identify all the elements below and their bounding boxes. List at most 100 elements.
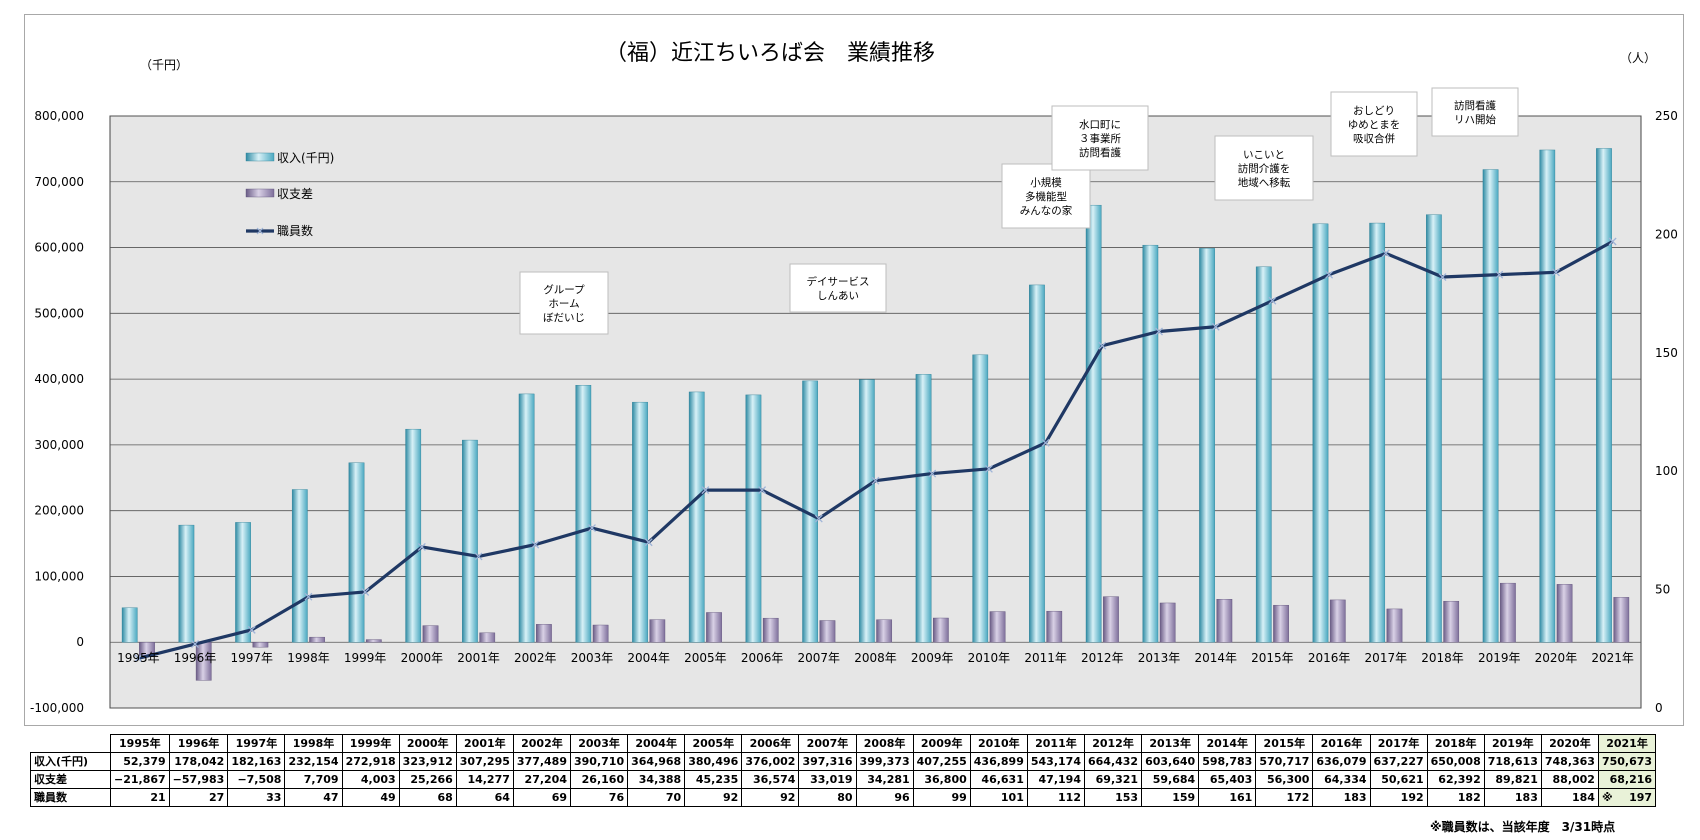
legend-item: 収支差 (245, 187, 313, 201)
chart-title: （福）近江ちいろば会 業績推移 (605, 41, 935, 66)
table-cell: 68,216 (1597, 770, 1657, 789)
table-cell: 307,295 (455, 752, 514, 771)
annotation-text: 吸収合併 (1353, 132, 1395, 145)
table-cell: 92 (684, 788, 743, 807)
table-cell: 183 (1312, 788, 1371, 807)
difference-bar (1386, 608, 1403, 643)
annotation-text: 訪問介護を (1238, 162, 1291, 175)
table-header-cell: 2006年 (741, 734, 800, 753)
staff-point (644, 538, 653, 547)
table-cell: 161 (1198, 788, 1257, 807)
difference-bar (1159, 602, 1176, 643)
table-cell: 65,403 (1198, 770, 1257, 789)
table-cell: 27 (168, 788, 229, 807)
x-tick-label: 2011年 (1024, 651, 1067, 665)
left-tick-label: 200,000 (34, 504, 84, 518)
table-cell: 232,154 (284, 752, 343, 771)
difference-bar (479, 632, 496, 643)
staff-point (1325, 270, 1334, 279)
table-cell: 56,300 (1255, 770, 1314, 789)
table-header-cell: 2013年 (1141, 734, 1200, 753)
annotation-text: ホーム (548, 298, 579, 310)
staff-point (247, 625, 256, 634)
difference-bar (819, 620, 836, 643)
table-cell: 112 (1026, 788, 1085, 807)
right-tick-label: 50 (1655, 583, 1670, 597)
table-header-cell: 1995年 (110, 734, 170, 753)
difference-bar (876, 619, 893, 643)
table-cell: 68 (398, 788, 457, 807)
table-cell: 543,174 (1026, 752, 1085, 771)
annotation-text: グループ (543, 283, 585, 296)
table-cell: 88,002 (1540, 770, 1599, 789)
x-tick-label: 2003年 (571, 651, 614, 665)
table-cell: 159 (1141, 788, 1200, 807)
x-tick-label: 2001年 (457, 651, 500, 665)
table-cell: 570,717 (1255, 752, 1314, 771)
table-row-label: 収入(千円) (30, 752, 111, 771)
right-tick-label: 0 (1655, 701, 1663, 715)
x-tick-label: 2005年 (684, 651, 727, 665)
x-tick-label: 2015年 (1251, 651, 1294, 665)
income-bar (1426, 214, 1442, 643)
right-tick-label: 200 (1655, 227, 1678, 241)
x-tick-label: 2020年 (1535, 651, 1578, 665)
x-tick-label: 2018年 (1421, 651, 1464, 665)
table-cell: 172 (1255, 788, 1314, 807)
table-header-row: 1995年 1996年 1997年 1998年 1999年 2000年 2001年 2002年… (30, 734, 1657, 753)
difference-bar (1500, 582, 1516, 643)
left-tick-label: 800,000 (34, 109, 84, 123)
left-tick-label: -100,000 (30, 701, 84, 715)
income-bar (1596, 148, 1612, 643)
table-cell: ※ 197 (1597, 788, 1657, 807)
chart: 800,000 700,000 600,000 500,000 400,000 300,0… (30, 41, 1678, 715)
footnote: ※職員数は、当該年度 3/31時点 (1430, 820, 1616, 834)
table-header-cell: 2007年 (798, 734, 857, 753)
income-bar (348, 462, 365, 643)
legend-label: 収支差 (277, 187, 313, 201)
x-tick-label: 2014年 (1194, 651, 1237, 665)
annotation-text: 多機能型 (1025, 190, 1067, 203)
x-tick-label: 2010年 (968, 651, 1011, 665)
table-mark: ※ (1601, 791, 1613, 804)
staff-point (134, 654, 143, 663)
table-cell: 598,783 (1198, 752, 1257, 771)
table-cell: 70 (627, 788, 686, 807)
annotation-text: デイサービス (807, 275, 870, 288)
table-cell: 50,621 (1369, 770, 1428, 789)
table-cell: −21,867 (110, 770, 170, 789)
income-bar (1085, 204, 1102, 643)
x-tick-label: 2008年 (854, 651, 897, 665)
income-bar (235, 522, 251, 643)
table-cell: 101 (969, 788, 1028, 807)
income-bar (1369, 222, 1386, 643)
annotation-text: 地域へ移転 (1238, 176, 1291, 189)
table-row: 職員数 21 27 33 47 49 68 64 69 76 70 92 92 80 96 99 101 112 1… (30, 788, 1657, 807)
table-cell: 390,710 (569, 752, 629, 771)
staff-point (191, 640, 200, 649)
difference-bar (1103, 596, 1119, 643)
table-cell: 7,709 (284, 770, 343, 789)
difference-bar (1613, 597, 1630, 643)
table-cell: 80 (798, 788, 857, 807)
income-bar (688, 391, 705, 643)
table-cell: 182 (1426, 788, 1485, 807)
right-tick-label: 250 (1655, 109, 1678, 123)
table-cell: 153 (1083, 788, 1143, 807)
income-bar (575, 385, 592, 643)
table-cell: 34,388 (627, 770, 686, 789)
income-bar (858, 379, 875, 643)
staff-point (758, 486, 767, 495)
income-bar (1255, 266, 1272, 643)
table-cell: 407,255 (912, 752, 971, 771)
table-cell: 603,640 (1141, 752, 1200, 771)
income-bar (1482, 169, 1499, 643)
staff-point (531, 540, 540, 549)
staff-point (1551, 268, 1560, 277)
table-cell: 178,042 (168, 752, 229, 771)
table-cell: 62,392 (1426, 770, 1485, 789)
